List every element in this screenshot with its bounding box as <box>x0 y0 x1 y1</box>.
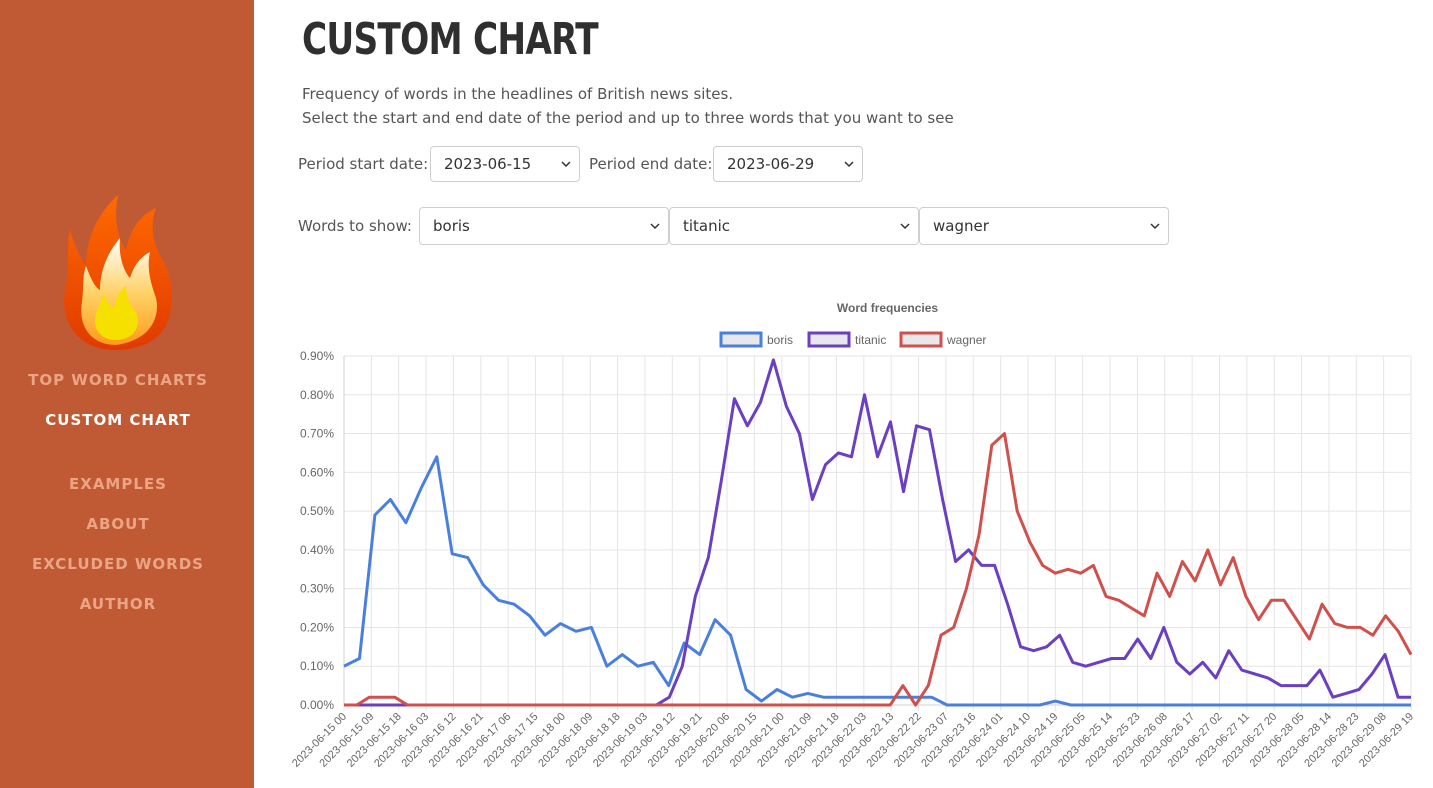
page-title: CUSTOM CHART <box>302 14 599 65</box>
word3-select[interactable]: wagner <box>919 207 1169 245</box>
end-date-value: 2023-06-29 <box>727 155 815 173</box>
chevron-down-icon <box>900 223 910 230</box>
nav-about[interactable]: ABOUT <box>86 515 150 533</box>
series-line-titanic <box>344 358 1411 707</box>
y-tick-label: 0.90% <box>300 349 334 363</box>
nav-examples[interactable]: EXAMPLES <box>69 475 167 493</box>
nav-excluded-words[interactable]: EXCLUDED WORDS <box>32 555 204 573</box>
end-date-select[interactable]: 2023-06-29 <box>713 146 863 182</box>
y-tick-label: 0.60% <box>300 465 334 479</box>
word3-value: wagner <box>933 217 989 235</box>
legend-label-wagner: wagner <box>946 333 986 347</box>
legend-swatch-titanic <box>807 331 851 348</box>
legend-swatch-boris <box>719 331 763 348</box>
chevron-down-icon <box>650 223 660 230</box>
description-line-2: Select the start and end date of the per… <box>302 109 954 127</box>
flame-logo-icon <box>64 195 172 350</box>
start-date-value: 2023-06-15 <box>444 155 532 173</box>
y-tick-label: 0.80% <box>300 388 334 402</box>
nav-author[interactable]: AUTHOR <box>79 595 157 613</box>
start-date-select[interactable]: 2023-06-15 <box>430 146 580 182</box>
nav-top-word-charts[interactable]: TOP WORD CHARTS <box>28 371 208 389</box>
main-content: CUSTOM CHART Frequency of words in the h… <box>254 0 1433 788</box>
series-line-boris <box>343 455 1411 707</box>
word1-value: boris <box>433 217 470 235</box>
word2-value: titanic <box>683 217 731 235</box>
start-date-label: Period start date: <box>298 155 429 173</box>
legend-label-titanic: titanic <box>855 333 886 347</box>
y-tick-label: 0.40% <box>300 543 334 557</box>
y-tick-label: 0.50% <box>300 504 334 518</box>
y-tick-label: 0.10% <box>300 659 334 673</box>
chevron-down-icon <box>1150 223 1160 230</box>
word2-select[interactable]: titanic <box>669 207 919 245</box>
y-tick-label: 0.70% <box>300 427 334 441</box>
description-line-1: Frequency of words in the headlines of B… <box>302 85 734 103</box>
end-date-label: Period end date: <box>589 155 713 173</box>
y-tick-label: 0.20% <box>300 620 334 634</box>
y-tick-label: 0.30% <box>300 582 334 596</box>
y-tick-label: 0.00% <box>300 698 334 712</box>
sidebar: TOP WORD CHARTS CUSTOM CHART EXAMPLES AB… <box>0 0 254 788</box>
legend-swatch-wagner <box>899 331 943 348</box>
chevron-down-icon <box>561 161 571 168</box>
word1-select[interactable]: boris <box>419 207 669 245</box>
chart-title: Word frequencies <box>837 301 938 315</box>
chevron-down-icon <box>844 161 854 168</box>
series-line-wagner <box>344 432 1413 707</box>
legend-label-boris: boris <box>767 333 793 347</box>
nav-custom-chart[interactable]: CUSTOM CHART <box>45 411 191 429</box>
words-label: Words to show: <box>298 217 412 235</box>
